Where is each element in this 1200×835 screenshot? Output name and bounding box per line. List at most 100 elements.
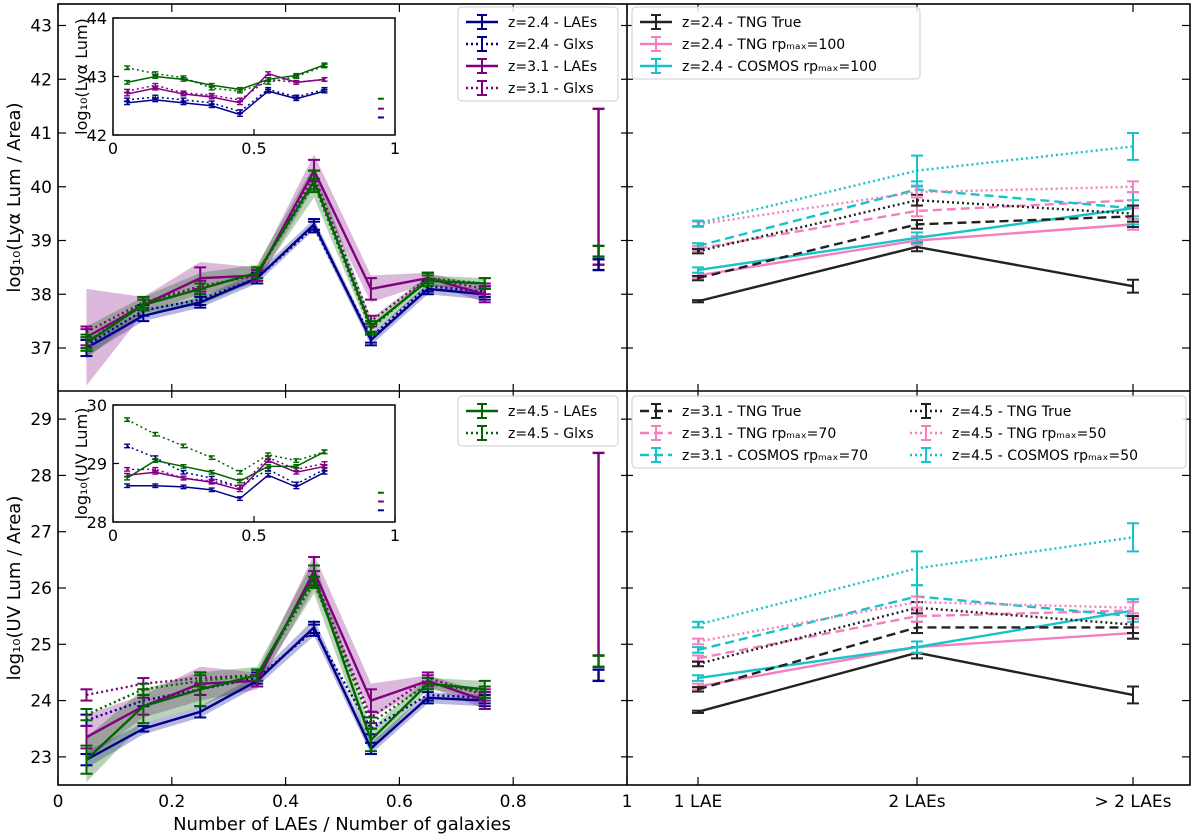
inset-series-line bbox=[126, 78, 325, 101]
x-tick-label: 0.6 bbox=[386, 792, 413, 812]
inset-y-tick-label: 28 bbox=[87, 513, 107, 532]
inset-y-tick-label: 42 bbox=[87, 126, 107, 145]
legend-label: z=4.5 - Glxs bbox=[508, 426, 594, 442]
y-tick-label: 26 bbox=[30, 579, 52, 599]
inset-y-tick-label: 30 bbox=[87, 396, 107, 415]
x-tick-label: 0 bbox=[53, 792, 64, 812]
y-tick-label: 23 bbox=[30, 748, 52, 768]
y-axis-label: log₁₀(Lyα Lum / Area) bbox=[4, 102, 25, 292]
series-line bbox=[697, 609, 1134, 680]
x-category-label: > 2 LAEs bbox=[1095, 792, 1172, 812]
legend: z=3.1 - TNG True z=3.1 - TNG rpₘₐₓ=70 z=3.… bbox=[631, 395, 1187, 469]
legend-label: z=2.4 - Glxs bbox=[508, 37, 594, 53]
x-category-label: 2 LAEs bbox=[888, 792, 945, 812]
series-line bbox=[86, 574, 486, 720]
inset-series-line bbox=[126, 451, 325, 482]
inset-series-line bbox=[127, 471, 325, 500]
y-tick-label: 28 bbox=[30, 466, 52, 486]
series-line bbox=[85, 167, 486, 339]
legend-frame bbox=[631, 395, 1187, 469]
insets: 42 43 44 0 0.5 1 log₁₀(Lyα Lum) 28 29 30 0 0.5 1 log₁… bbox=[72, 9, 400, 545]
legend-label: z=3.1 - COSMOS rpₘₐₓ=70 bbox=[682, 448, 868, 464]
series-line bbox=[85, 222, 485, 350]
inset-series-line bbox=[126, 64, 325, 91]
legend-label: z=3.1 - Glxs bbox=[508, 81, 594, 97]
y-tick-label: 27 bbox=[30, 523, 52, 543]
inset-series-line bbox=[127, 456, 325, 488]
series-line bbox=[697, 198, 1134, 250]
y-tick-label: 39 bbox=[30, 232, 52, 252]
series-line bbox=[85, 579, 485, 725]
x-tick-label: 0.2 bbox=[158, 792, 185, 812]
inset-y-tick-label: 44 bbox=[87, 9, 107, 28]
inset-x-tick-label: 0 bbox=[108, 139, 118, 158]
series-line bbox=[697, 609, 1134, 660]
legend-label: z=2.4 - TNG rpₘₐₓ=100 bbox=[682, 37, 845, 53]
y-axis-label: log₁₀(UV Lum / Area) bbox=[4, 496, 25, 681]
series-line bbox=[697, 606, 1134, 666]
legend-label: z=4.5 - LAEs bbox=[508, 404, 597, 420]
series-line bbox=[85, 625, 485, 761]
inset-plot: 42 43 44 0 0.5 1 log₁₀(Lyα Lum) bbox=[72, 9, 400, 158]
inset-x-tick-label: 1 bbox=[390, 526, 400, 545]
x-axis-label: Number of LAEs / Number of galaxies bbox=[173, 814, 511, 835]
y-tick-label: 40 bbox=[30, 178, 52, 198]
y-tick-label: 41 bbox=[30, 124, 52, 144]
y-tick-label: 24 bbox=[30, 692, 52, 712]
y-tick-label: 25 bbox=[30, 635, 52, 655]
legend-label: z=4.5 - COSMOS rpₘₐₓ=50 bbox=[952, 448, 1138, 464]
inset-x-tick-label: 1 bbox=[390, 139, 400, 158]
confidence-band bbox=[86, 219, 485, 357]
legend: z=2.4 - TNG True z=2.4 - TNG rpₘₐₓ=100 z=2… bbox=[631, 6, 921, 80]
legend-frame bbox=[631, 6, 921, 80]
y-tick-label: 37 bbox=[30, 339, 52, 359]
confidence-band bbox=[86, 154, 485, 386]
inset-x-tick-label: 0.5 bbox=[241, 139, 266, 158]
series-line bbox=[85, 173, 485, 333]
legends: z=2.4 - LAEs z=2.4 - Glxs z=3.1 - LAEs z=3.… bbox=[457, 6, 1187, 469]
confidence-band bbox=[86, 559, 485, 783]
legend: z=4.5 - LAEs z=4.5 - Glxs bbox=[457, 395, 619, 447]
legend-frame bbox=[457, 6, 619, 102]
inset-series-line bbox=[126, 418, 325, 474]
series-line bbox=[697, 245, 1134, 303]
inset-series-line bbox=[126, 445, 325, 488]
confidence-band bbox=[86, 165, 485, 359]
y-tick-label: 43 bbox=[30, 17, 52, 37]
y-tick-label: 38 bbox=[30, 285, 52, 305]
confidence-band bbox=[86, 618, 485, 769]
inset-y-axis-label: log₁₀(Lyα Lum) bbox=[72, 18, 91, 135]
legend-label: z=3.1 - LAEs bbox=[508, 59, 597, 75]
legend-label: z=2.4 - COSMOS rpₘₐₓ=100 bbox=[682, 59, 877, 75]
inset-series-line bbox=[127, 90, 325, 116]
inset-series-line bbox=[127, 459, 325, 491]
x-tick-label: 1 bbox=[622, 792, 633, 812]
legend-label: z=3.1 - TNG rpₘₐₓ=70 bbox=[682, 426, 836, 442]
legend-label: z=4.5 - TNG rpₘₐₓ=50 bbox=[952, 426, 1106, 442]
inset-plot: 28 29 30 0 0.5 1 log₁₀(UV Lum) bbox=[72, 396, 400, 545]
x-tick-label: 0.4 bbox=[272, 792, 299, 812]
inset-y-axis-label: log₁₀(UV Lum) bbox=[72, 408, 91, 520]
series-line bbox=[85, 225, 485, 347]
confidence-band bbox=[86, 554, 485, 760]
inset-x-tick-label: 0.5 bbox=[241, 526, 266, 545]
axis-labels: 37 38 39 40 41 42 43 log₁₀(Lyα Lum / Area) 23 24 2… bbox=[4, 17, 1172, 835]
y-tick-label: 29 bbox=[30, 410, 52, 430]
series-line bbox=[697, 207, 1134, 272]
series-line bbox=[697, 600, 1134, 643]
inset-series-line bbox=[126, 72, 325, 104]
x-tick-label: 0.8 bbox=[500, 792, 527, 812]
legend-label: z=3.1 - TNG True bbox=[682, 404, 801, 420]
series-lines bbox=[80, 107, 1139, 775]
inset-y-tick-label: 29 bbox=[87, 455, 107, 474]
inset-series-line bbox=[126, 65, 325, 92]
series-line bbox=[85, 573, 485, 761]
series-line bbox=[85, 181, 485, 344]
series-line bbox=[697, 651, 1134, 713]
y-tick-label: 42 bbox=[30, 70, 52, 90]
legend-label: z=2.4 - LAEs bbox=[508, 15, 597, 31]
axes bbox=[57, 3, 1191, 786]
inset-x-tick-label: 0 bbox=[108, 526, 118, 545]
legend-label: z=4.5 - TNG True bbox=[952, 404, 1071, 420]
